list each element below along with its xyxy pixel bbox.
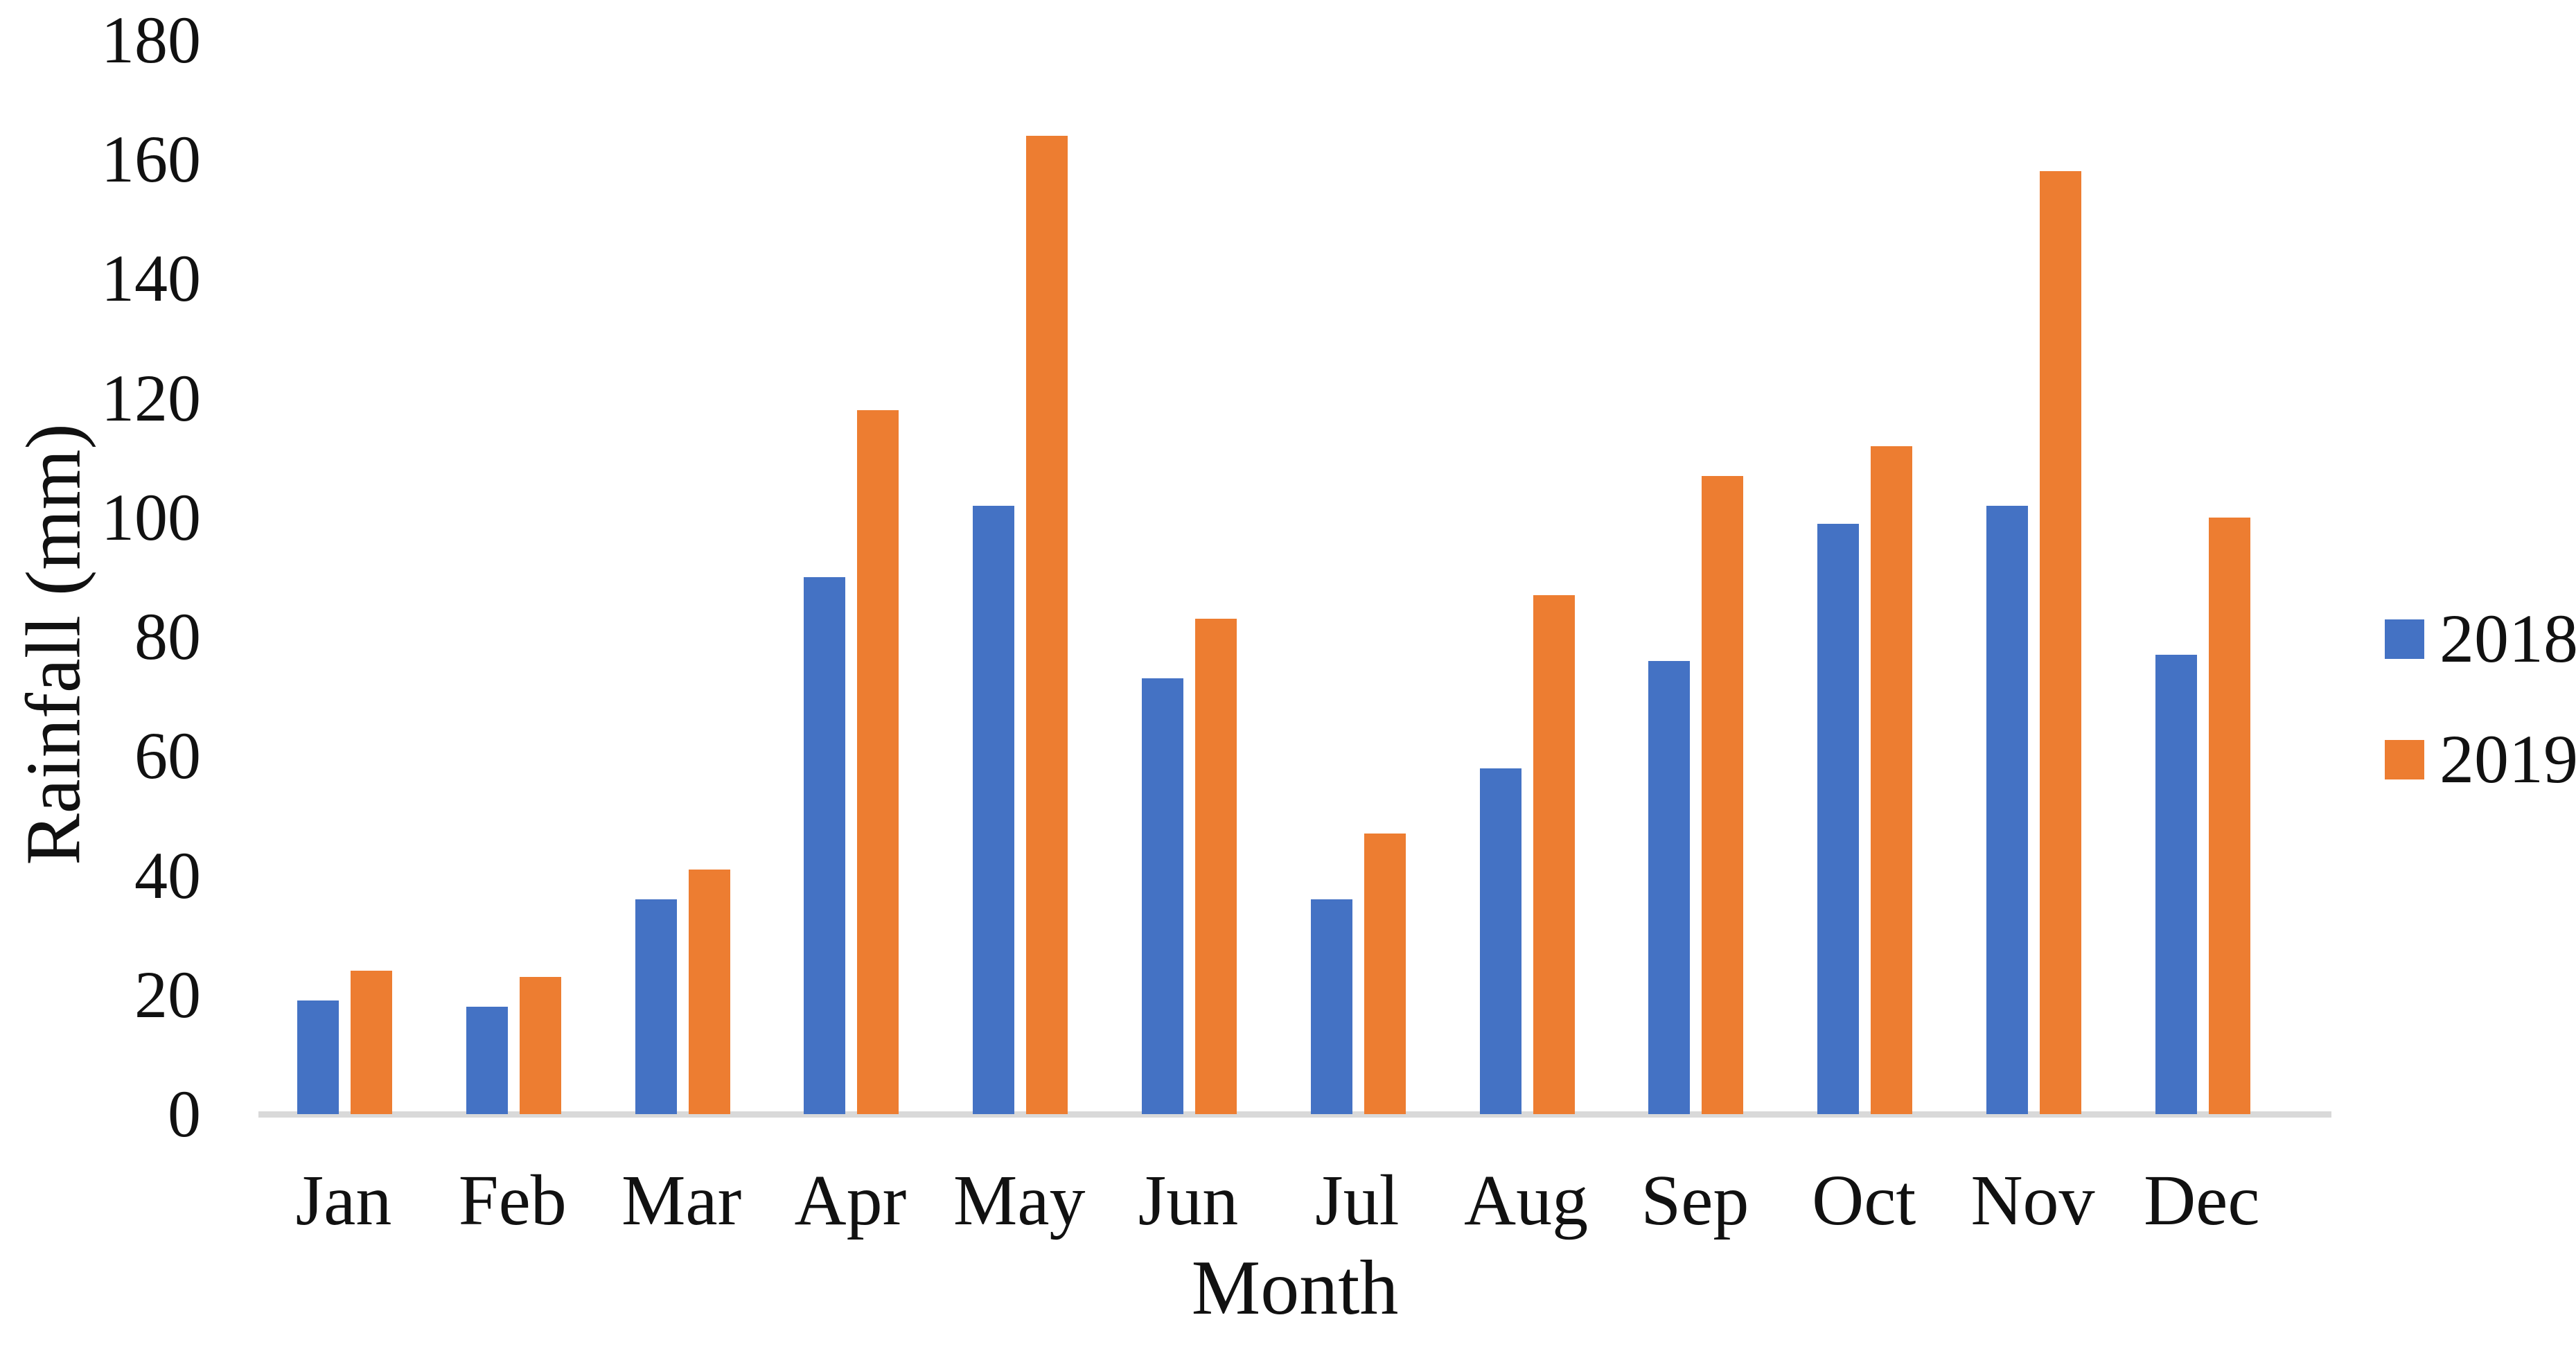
x-label-aug: Aug [1464,1161,1589,1240]
bar-2019-jan [351,971,392,1114]
y-tick-80: 80 [134,599,201,674]
bar-2019-jul [1364,834,1406,1114]
bar-2018-dec [2155,654,2197,1114]
bar-2018-aug [1479,768,1521,1114]
x-label-nov: Nov [1970,1161,2095,1240]
legend-label-2019: 2019 [2440,721,2576,797]
bar-2018-nov [1986,505,2028,1114]
bar-2019-may [1026,135,1068,1114]
x-label-dec: Dec [2144,1161,2260,1240]
x-label-jun: Jun [1138,1161,1239,1240]
y-tick-100: 100 [101,479,201,554]
x-label-mar: Mar [621,1161,742,1240]
x-axis-title: Month [1191,1245,1399,1331]
bar-2019-nov [2040,171,2081,1114]
y-tick-120: 120 [101,360,201,435]
bar-2019-feb [519,976,561,1114]
bar-2019-jun [1195,619,1237,1114]
bar-2019-oct [1871,446,1913,1114]
bar-2018-oct [1817,523,1860,1114]
x-label-may: May [953,1161,1086,1240]
bar-2018-jul [1310,899,1352,1114]
x-label-oct: Oct [1812,1161,1916,1240]
y-tick-0: 0 [168,1077,201,1151]
bar-2018-mar [635,899,677,1114]
x-label-feb: Feb [458,1161,567,1240]
y-tick-20: 20 [134,957,201,1032]
bar-2019-apr [857,409,899,1114]
bar-2018-jun [1142,678,1183,1114]
legend-swatch-2019 [2385,739,2424,779]
bar-2019-aug [1533,594,1575,1114]
legend-swatch-2018 [2385,619,2424,659]
x-label-jul: Jul [1315,1161,1400,1240]
y-tick-60: 60 [134,718,201,793]
legend-item-2019: 2019 [2385,725,2576,794]
bar-2019-sep [1702,475,1744,1114]
legend-item-2018: 2018 [2385,604,2576,673]
y-tick-40: 40 [134,838,201,912]
x-label-apr: Apr [794,1161,907,1240]
bar-2018-may [973,505,1015,1114]
bar-2018-sep [1648,660,1691,1114]
bar-2018-apr [804,577,846,1114]
bar-2019-dec [2208,517,2250,1114]
x-label-sep: Sep [1641,1161,1749,1240]
bar-2018-feb [466,1007,508,1114]
bar-2019-mar [688,869,730,1114]
y-tick-180: 180 [101,3,201,78]
legend-label-2018: 2018 [2440,600,2576,677]
y-tick-140: 140 [101,241,201,316]
x-label-jan: Jan [295,1161,392,1240]
bar-2018-jan [297,1000,339,1114]
x-axis-line [258,1111,2331,1118]
y-tick-160: 160 [101,122,201,197]
